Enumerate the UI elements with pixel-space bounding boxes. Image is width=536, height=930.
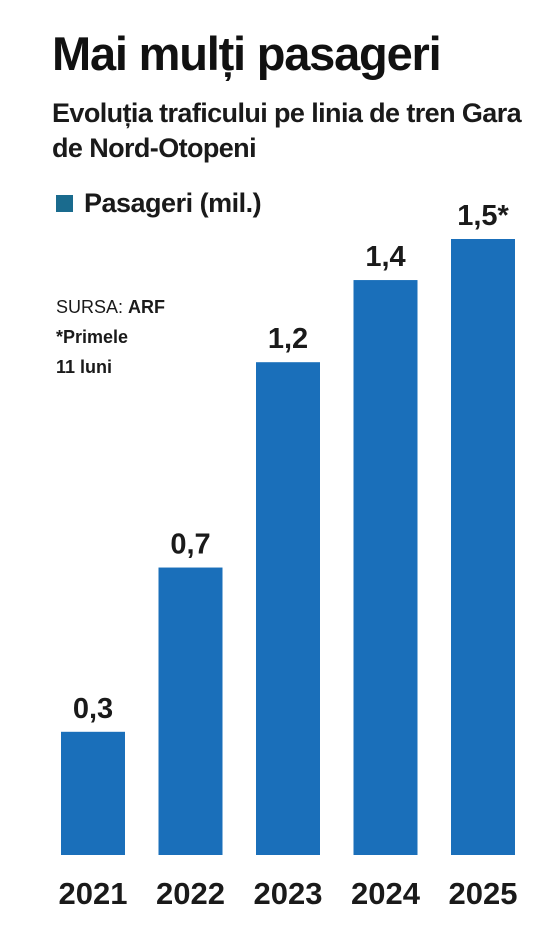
footnote-line-1: *Primele (56, 327, 129, 347)
bar-value-label: 1,2 (268, 323, 308, 355)
x-tick-label: 2021 (59, 876, 128, 911)
source-note: SURSA: ARF *Primele 11 luni (56, 292, 165, 382)
bar-2024 (353, 280, 418, 856)
bar-value-label: 1,5* (457, 200, 509, 232)
legend: Pasageri (mil.) (56, 186, 262, 220)
source-prefix: SURSA: (56, 297, 129, 317)
bar-2023 (256, 362, 320, 855)
bar-2022 (158, 567, 223, 855)
bar-2021 (61, 731, 125, 855)
x-tick-label: 2023 (254, 876, 323, 911)
bar-value-label: 0,3 (73, 693, 113, 725)
x-tick-label: 2024 (351, 876, 421, 911)
legend-label: Pasageri (mil.) (84, 187, 262, 218)
x-tick-label: 2022 (156, 876, 225, 911)
footnote-line-2: 11 luni (56, 357, 113, 377)
bar-value-label: 0,7 (170, 529, 210, 561)
chart-subtitle: Evoluția traficului pe linia de tren Gar… (52, 98, 522, 163)
chart-title: Mai mulți pasageri (52, 27, 442, 80)
source-line: SURSA: ARF (56, 292, 165, 322)
legend-swatch (56, 194, 73, 212)
source-name: ARF (128, 297, 166, 317)
bar-value-label: 1,4 (365, 241, 405, 273)
x-tick-label: 2025 (449, 876, 518, 911)
bar-2025 (451, 239, 515, 855)
